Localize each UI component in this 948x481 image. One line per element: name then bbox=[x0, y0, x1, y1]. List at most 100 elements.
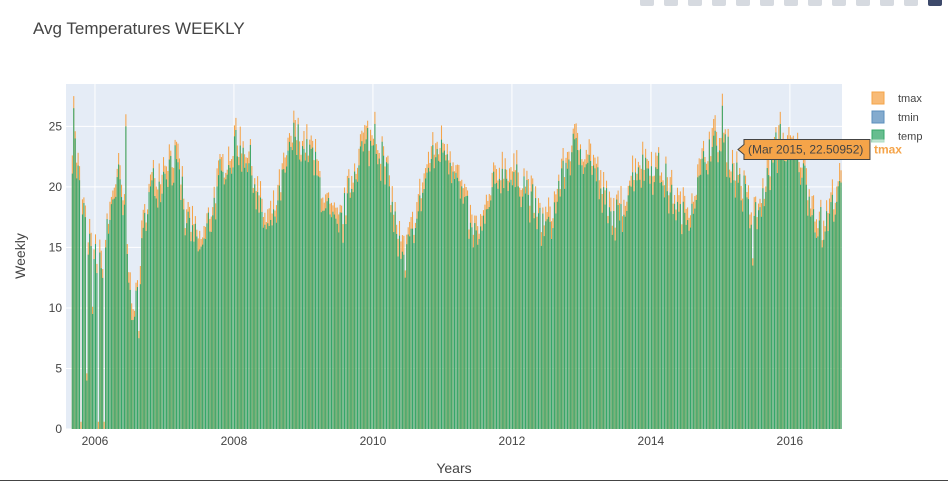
temp-bar[interactable] bbox=[396, 233, 398, 429]
legend-swatch-tmax[interactable] bbox=[871, 91, 885, 105]
temp-bar[interactable] bbox=[566, 168, 568, 429]
temp-bar[interactable] bbox=[309, 144, 311, 429]
tmax-bar[interactable] bbox=[97, 421, 99, 429]
temp-bar[interactable] bbox=[351, 188, 353, 429]
temp-bar[interactable] bbox=[290, 146, 292, 429]
temp-bar[interactable] bbox=[190, 241, 192, 429]
temp-bar[interactable] bbox=[222, 171, 224, 430]
temp-bar[interactable] bbox=[203, 238, 205, 429]
temp-bar[interactable] bbox=[184, 235, 186, 429]
temp-bar[interactable] bbox=[581, 165, 583, 429]
temp-bar[interactable] bbox=[478, 238, 480, 429]
temp-bar[interactable] bbox=[467, 195, 469, 429]
temp-bar[interactable] bbox=[231, 173, 233, 429]
temp-bar[interactable] bbox=[760, 216, 762, 429]
temp-bar[interactable] bbox=[326, 201, 328, 429]
temp-bar[interactable] bbox=[216, 186, 218, 429]
temp-bar[interactable] bbox=[107, 233, 110, 429]
temp-bar[interactable] bbox=[646, 168, 648, 429]
temp-bar[interactable] bbox=[354, 171, 356, 429]
temp-bar[interactable] bbox=[837, 186, 839, 429]
temp-bar[interactable] bbox=[498, 178, 500, 429]
temp-bar[interactable] bbox=[630, 186, 632, 429]
temp-bar[interactable] bbox=[652, 194, 654, 429]
temp-bar[interactable] bbox=[446, 154, 448, 430]
temp-bar[interactable] bbox=[281, 169, 283, 430]
temp-bar[interactable] bbox=[194, 223, 196, 429]
temp-bar[interactable] bbox=[176, 159, 178, 429]
legend-swatch-tmin[interactable] bbox=[871, 110, 885, 124]
temp-bar[interactable] bbox=[477, 244, 479, 429]
temp-bar[interactable] bbox=[390, 212, 392, 429]
temp-bar[interactable] bbox=[794, 154, 796, 429]
temp-bar[interactable] bbox=[249, 144, 251, 429]
temp-bar[interactable] bbox=[481, 230, 483, 429]
temp-bar[interactable] bbox=[468, 238, 470, 429]
temp-bar[interactable] bbox=[726, 176, 728, 429]
temp-bar[interactable] bbox=[639, 179, 641, 429]
temp-bar[interactable] bbox=[595, 181, 597, 429]
temp-bar[interactable] bbox=[121, 197, 123, 429]
temp-bar[interactable] bbox=[161, 193, 163, 429]
temp-bar[interactable] bbox=[77, 165, 79, 430]
temp-bar[interactable] bbox=[740, 200, 742, 429]
temp-bar[interactable] bbox=[93, 259, 95, 429]
zoom-out-icon[interactable] bbox=[784, 0, 798, 6]
temp-bar[interactable] bbox=[273, 209, 275, 429]
temp-bar[interactable] bbox=[650, 166, 652, 429]
temp-bar[interactable] bbox=[469, 222, 471, 429]
temp-bar[interactable] bbox=[157, 207, 159, 429]
temp-bar[interactable] bbox=[789, 144, 791, 430]
temp-bar[interactable] bbox=[727, 136, 729, 429]
temp-bar[interactable] bbox=[493, 171, 495, 430]
temp-bar[interactable] bbox=[423, 189, 425, 429]
temp-bar[interactable] bbox=[274, 216, 276, 429]
temp-bar[interactable] bbox=[656, 168, 658, 429]
autoscale-icon[interactable] bbox=[808, 0, 822, 6]
temp-bar[interactable] bbox=[810, 216, 812, 429]
temp-bar[interactable] bbox=[397, 256, 399, 429]
temp-bar[interactable] bbox=[517, 186, 519, 429]
temp-bar[interactable] bbox=[378, 158, 380, 429]
temp-bar[interactable] bbox=[592, 165, 595, 429]
temp-bar[interactable] bbox=[325, 208, 327, 429]
temp-bar[interactable] bbox=[524, 193, 526, 429]
temp-bar[interactable] bbox=[183, 209, 185, 429]
temp-bar[interactable] bbox=[617, 205, 619, 429]
temp-bar[interactable] bbox=[700, 174, 702, 429]
temp-bar[interactable] bbox=[600, 188, 602, 429]
temp-bar[interactable] bbox=[128, 282, 130, 429]
temp-bar[interactable] bbox=[620, 204, 622, 429]
temp-bar[interactable] bbox=[394, 211, 396, 429]
temp-bar[interactable] bbox=[824, 231, 826, 429]
temp-bar[interactable] bbox=[432, 145, 434, 429]
temp-bar[interactable] bbox=[374, 123, 376, 430]
temp-bar[interactable] bbox=[553, 202, 555, 429]
temp-bar[interactable] bbox=[339, 212, 341, 429]
temp-bar[interactable] bbox=[487, 208, 489, 429]
temp-bar[interactable] bbox=[280, 200, 282, 429]
zoom-in-icon[interactable] bbox=[760, 0, 774, 6]
temp-bar[interactable] bbox=[430, 159, 432, 429]
temp-bar[interactable] bbox=[357, 181, 359, 429]
temp-bar[interactable] bbox=[110, 204, 112, 429]
temp-bar[interactable] bbox=[591, 174, 593, 429]
legend-label-tmin[interactable]: tmin bbox=[898, 112, 919, 124]
temp-bar[interactable] bbox=[692, 213, 694, 429]
temp-bar[interactable] bbox=[643, 180, 645, 429]
temp-bar[interactable] bbox=[297, 124, 299, 429]
temp-bar[interactable] bbox=[695, 199, 697, 429]
tmax-bar[interactable] bbox=[103, 421, 105, 429]
temp-bar[interactable] bbox=[529, 222, 531, 429]
temp-bar[interactable] bbox=[330, 217, 332, 429]
temp-bar[interactable] bbox=[545, 221, 547, 429]
temp-bar[interactable] bbox=[488, 207, 490, 429]
hover-compare-icon[interactable] bbox=[904, 0, 918, 6]
temp-bar[interactable] bbox=[265, 229, 267, 429]
temp-bar[interactable] bbox=[729, 177, 731, 429]
temp-bar[interactable] bbox=[406, 244, 408, 429]
temp-bar[interactable] bbox=[556, 201, 558, 429]
temp-bar[interactable] bbox=[293, 122, 295, 429]
temp-bar[interactable] bbox=[688, 230, 690, 429]
temp-bar[interactable] bbox=[148, 192, 150, 429]
